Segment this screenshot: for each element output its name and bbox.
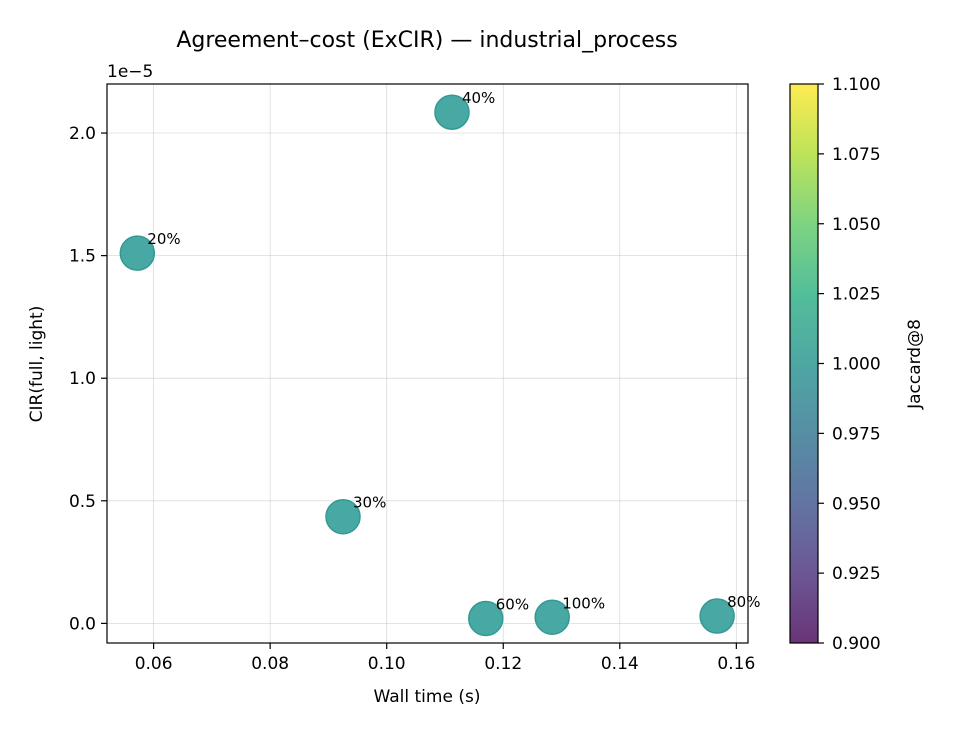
y-tick-label: 1.0 (69, 369, 96, 389)
plot-frame (106, 83, 749, 644)
data-point-label: 100% (562, 594, 605, 612)
colorbar-tick-label: 1.050 (832, 215, 881, 235)
chart-title: Agreement–cost (ExCIR) — industrial_proc… (176, 28, 677, 53)
data-point-label: 60% (496, 595, 529, 613)
grid (107, 84, 748, 643)
x-tick-label: 0.10 (368, 654, 406, 674)
x-tick-label: 0.08 (251, 654, 289, 674)
data-point-label: 40% (462, 89, 495, 107)
data-point (699, 598, 735, 634)
data-point-label: 30% (353, 494, 386, 512)
data-point-label: 80% (727, 593, 760, 611)
y-tick-label: 1.5 (69, 247, 96, 267)
x-axis-ticks: 0.06 0.08 0.10 0.12 0.14 0.16 (135, 643, 755, 674)
x-axis-label: Wall time (s) (374, 687, 481, 707)
colorbar-tick-label: 0.975 (832, 424, 881, 444)
data-points: 20% 30% 40% 60% 100% 80% (119, 89, 760, 637)
y-tick-label: 0.0 (69, 614, 96, 634)
colorbar-tick-label: 0.900 (832, 634, 881, 654)
x-tick-label: 0.16 (717, 654, 755, 674)
colorbar-tick-label: 1.100 (832, 75, 881, 95)
y-tick-label: 0.5 (69, 492, 96, 512)
data-point (325, 498, 361, 535)
colorbar-tick-label: 1.000 (832, 355, 881, 375)
colorbar-tick-label: 1.075 (832, 145, 881, 165)
y-axis-ticks: 0.0 0.5 1.0 1.5 2.0 (69, 124, 107, 634)
x-tick-label: 0.14 (601, 654, 639, 674)
colorbar-label: Jaccard@8 (905, 319, 925, 410)
colorbar-ticks: 0.900 0.925 0.950 0.975 1.000 1.025 1.050 1.075… (818, 75, 881, 654)
data-point (119, 235, 156, 271)
colorbar-tick-label: 0.925 (832, 564, 881, 584)
y-tick-label: 2.0 (69, 124, 96, 144)
colorbar-tick-label: 0.950 (832, 494, 881, 514)
colorbar-tick-label: 1.025 (832, 285, 881, 305)
x-tick-label: 0.06 (135, 654, 173, 674)
data-point (468, 600, 504, 637)
x-tick-label: 0.12 (484, 654, 522, 674)
data-point (434, 94, 470, 130)
data-point-label: 20% (147, 230, 180, 248)
y-axis-label: CIR(full, light) (27, 306, 47, 423)
data-point (534, 599, 570, 636)
y-offset-label: 1e−5 (107, 62, 153, 82)
colorbar-gradient (790, 84, 818, 643)
